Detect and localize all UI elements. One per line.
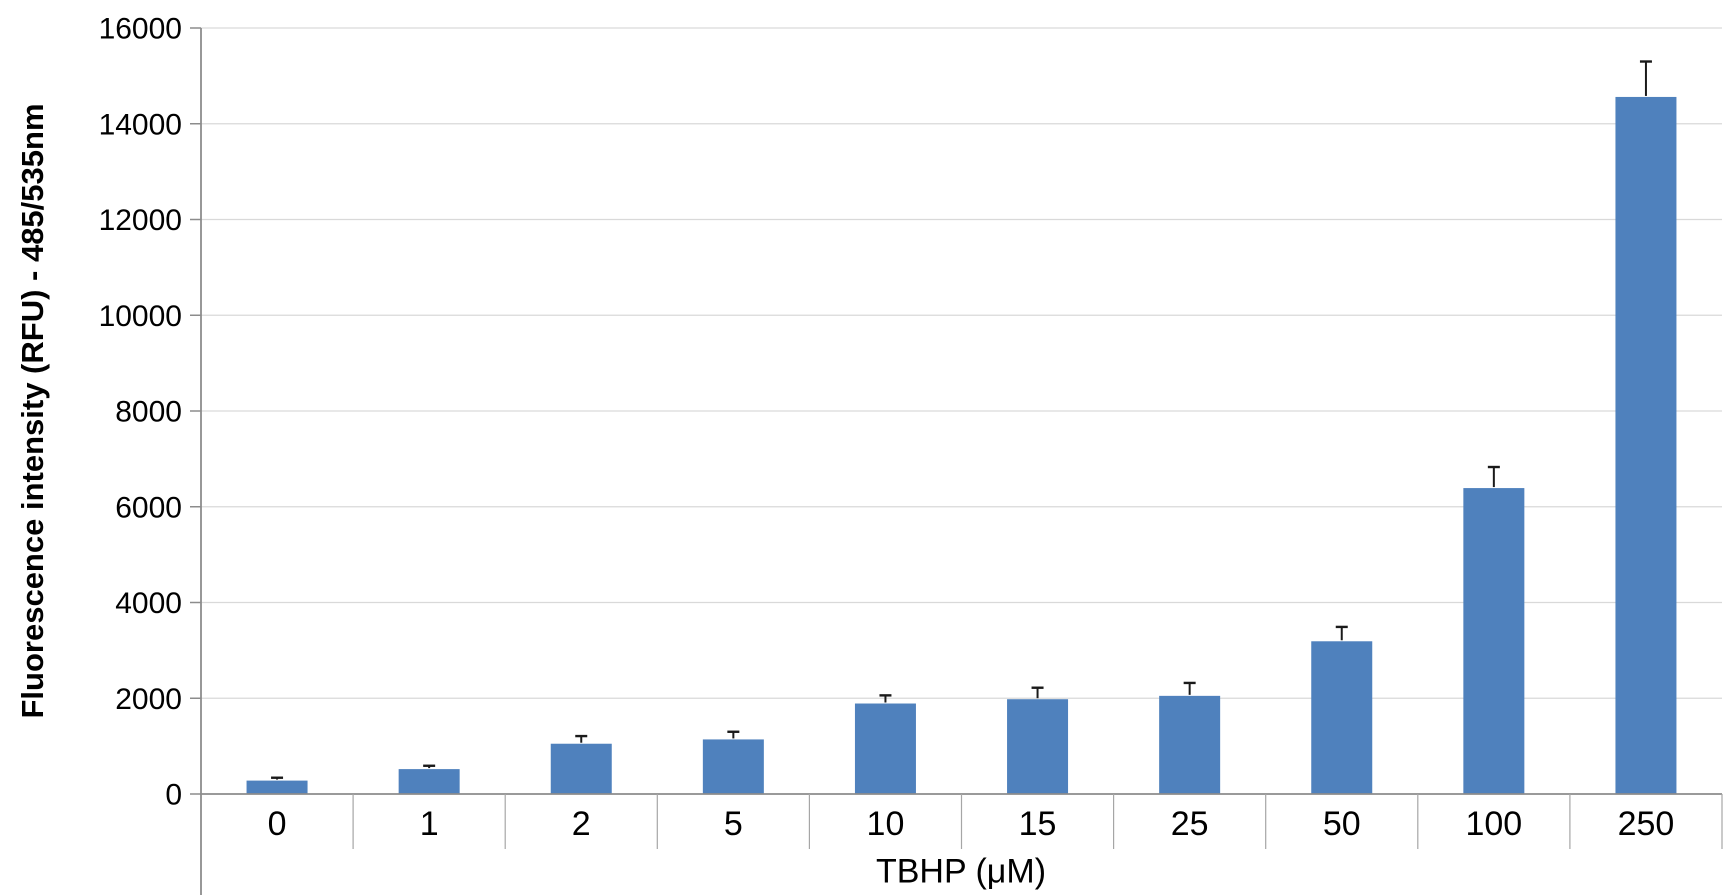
bar: [1463, 488, 1525, 794]
y-axis-title: Fluorescence intensity (RFU) - 485/535nm: [15, 103, 50, 719]
bar: [550, 743, 612, 794]
x-category-label: 100: [1465, 805, 1522, 843]
x-category-label: 1: [420, 805, 439, 843]
bar: [1007, 699, 1069, 794]
x-category-label: 5: [724, 805, 743, 843]
x-category-label: 25: [1171, 805, 1209, 843]
y-tick-label: 14000: [99, 108, 182, 141]
bar: [1311, 641, 1373, 794]
bar: [1615, 96, 1677, 794]
y-tick-label: 0: [165, 779, 182, 812]
x-category-label: 15: [1019, 805, 1057, 843]
y-tick-label: 6000: [115, 491, 182, 524]
x-category-label: 50: [1323, 805, 1361, 843]
bar: [702, 739, 764, 794]
x-axis-title: TBHP (μM): [875, 852, 1047, 891]
x-category-label: 10: [867, 805, 905, 843]
x-category-label: 250: [1618, 805, 1675, 843]
bar: [1159, 695, 1221, 794]
bar: [246, 780, 308, 794]
y-tick-label: 2000: [115, 683, 182, 716]
y-tick-label: 16000: [99, 13, 182, 46]
y-tick-label: 12000: [99, 204, 182, 237]
y-tick-label: 8000: [115, 396, 182, 429]
y-tick-label: 4000: [115, 587, 182, 620]
y-tick-label: 10000: [99, 300, 182, 333]
bar: [854, 703, 916, 794]
x-category-label: 0: [268, 805, 287, 843]
bar: [398, 769, 460, 794]
x-category-label: 2: [572, 805, 591, 843]
